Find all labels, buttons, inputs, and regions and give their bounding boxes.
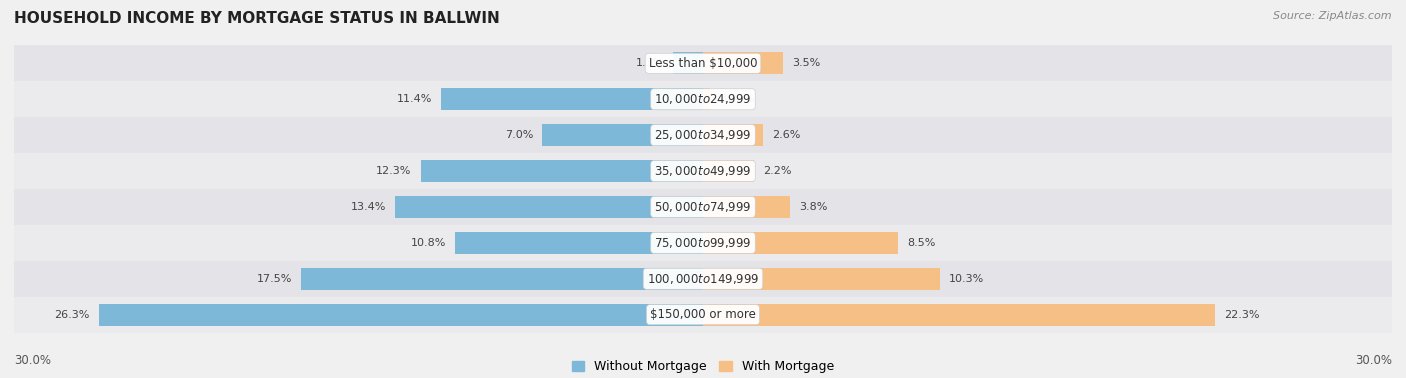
Text: 30.0%: 30.0% [1355,354,1392,367]
Bar [703,52,783,74]
Bar [395,196,703,218]
Bar [703,304,1215,326]
Bar [14,297,1392,333]
Text: 3.8%: 3.8% [800,202,828,212]
Text: $75,000 to $99,999: $75,000 to $99,999 [654,236,752,250]
Bar [14,45,1392,81]
Text: $100,000 to $149,999: $100,000 to $149,999 [647,272,759,286]
Bar [14,117,1392,153]
Bar [543,124,703,146]
Text: $35,000 to $49,999: $35,000 to $49,999 [654,164,752,178]
Bar [14,153,1392,189]
Text: 1.3%: 1.3% [636,58,664,68]
Bar [14,189,1392,225]
Text: 2.6%: 2.6% [772,130,800,140]
Text: Less than $10,000: Less than $10,000 [648,57,758,70]
Legend: Without Mortgage, With Mortgage: Without Mortgage, With Mortgage [567,355,839,378]
Bar [441,88,703,110]
Text: 26.3%: 26.3% [55,310,90,320]
Bar [301,268,703,290]
Text: 10.8%: 10.8% [411,238,446,248]
Text: $50,000 to $74,999: $50,000 to $74,999 [654,200,752,214]
Text: 8.5%: 8.5% [907,238,936,248]
Bar [456,232,703,254]
Bar [703,160,754,182]
Bar [14,261,1392,297]
Text: 30.0%: 30.0% [14,354,51,367]
Bar [703,268,939,290]
Text: 17.5%: 17.5% [256,274,292,284]
Bar [420,160,703,182]
Text: 11.4%: 11.4% [396,94,432,104]
Text: Source: ZipAtlas.com: Source: ZipAtlas.com [1274,11,1392,21]
Bar [98,304,703,326]
Bar [673,52,703,74]
Text: 22.3%: 22.3% [1225,310,1260,320]
Text: 7.0%: 7.0% [505,130,533,140]
Text: $150,000 or more: $150,000 or more [650,308,756,321]
Text: HOUSEHOLD INCOME BY MORTGAGE STATUS IN BALLWIN: HOUSEHOLD INCOME BY MORTGAGE STATUS IN B… [14,11,499,26]
Bar [703,232,898,254]
Text: 10.3%: 10.3% [949,274,984,284]
Bar [14,225,1392,261]
Text: 3.5%: 3.5% [793,58,821,68]
Bar [703,196,790,218]
Text: $25,000 to $34,999: $25,000 to $34,999 [654,128,752,142]
Bar [703,124,762,146]
Text: 12.3%: 12.3% [375,166,412,176]
Bar [703,88,710,110]
Text: $10,000 to $24,999: $10,000 to $24,999 [654,92,752,106]
Text: 13.4%: 13.4% [350,202,387,212]
Text: 0.29%: 0.29% [718,94,755,104]
Text: 2.2%: 2.2% [762,166,792,176]
Bar [14,81,1392,117]
